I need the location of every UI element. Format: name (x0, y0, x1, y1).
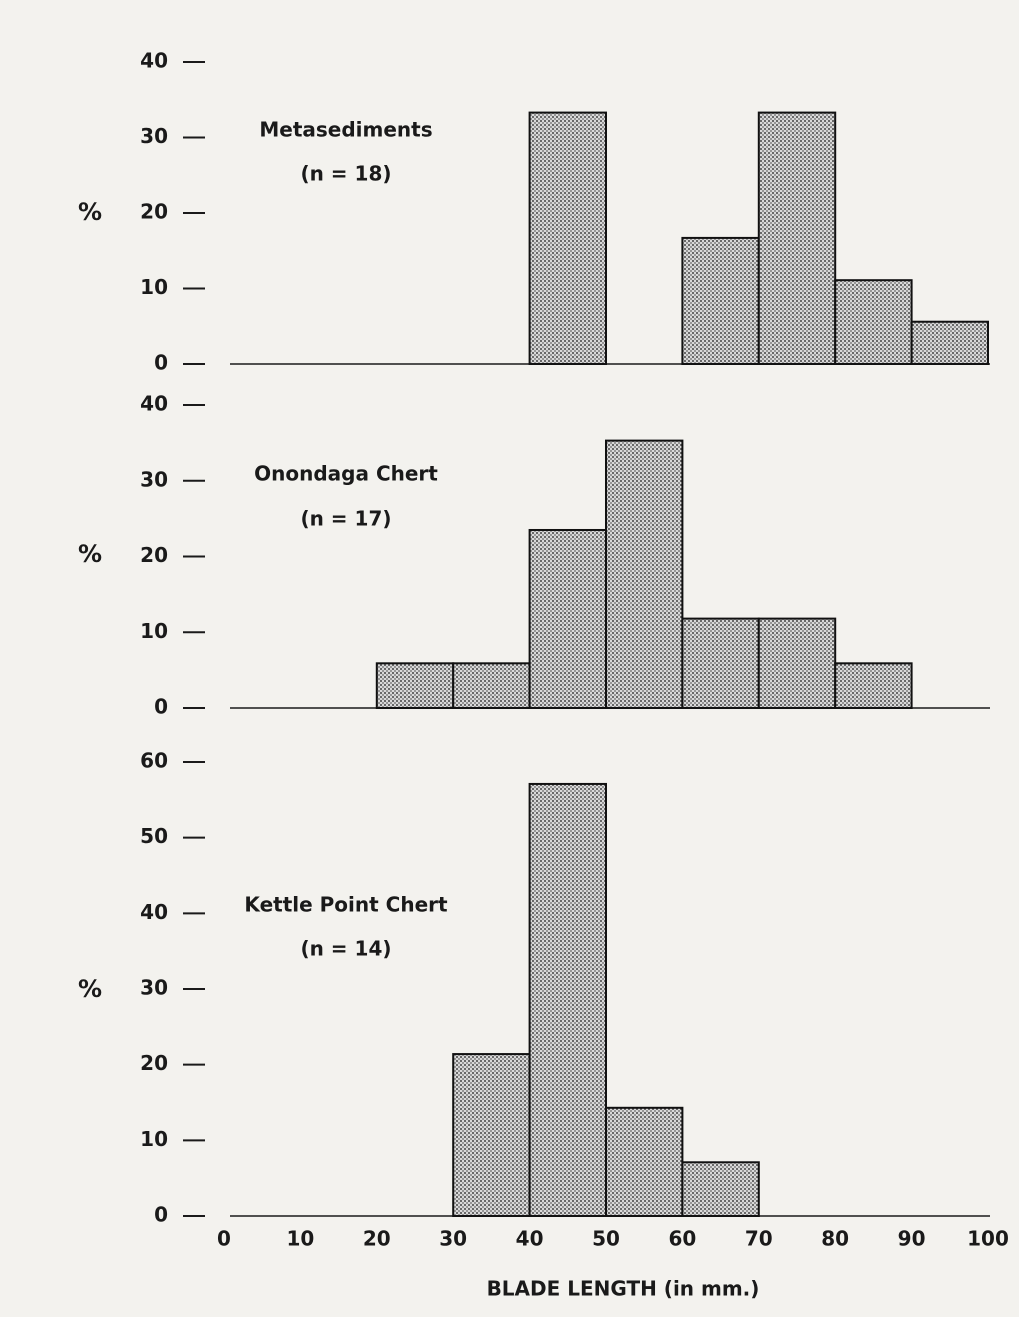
histogram-bar (681, 1161, 760, 1217)
histogram-bar (528, 528, 607, 709)
x-tick-label: 20 (363, 1227, 391, 1251)
y-tick-label: 0 (154, 1203, 168, 1227)
panel-title: Onondaga Chert (254, 462, 438, 486)
y-tick-label: 0 (154, 695, 168, 719)
histogram-bar (375, 662, 455, 709)
y-tick-label: 10 (140, 1127, 168, 1151)
y-axis-label: % (78, 198, 102, 226)
histogram-bar (681, 236, 760, 365)
histogram-bar (834, 279, 913, 366)
panel-subtitle: (n = 14) (300, 937, 391, 961)
panel-subtitle: (n = 17) (300, 507, 391, 531)
y-tick-label: 30 (140, 467, 168, 491)
histogram-bar (605, 1106, 684, 1217)
x-tick-label: 80 (821, 1227, 849, 1251)
y-tick-label: 10 (140, 619, 168, 643)
y-tick-label: 30 (140, 976, 168, 1000)
x-tick-label: 40 (516, 1227, 544, 1251)
y-tick-label: 40 (140, 49, 168, 73)
y-tick-label: 40 (140, 900, 168, 924)
histogram-bar (452, 1053, 531, 1218)
x-tick-label: 60 (668, 1227, 696, 1251)
x-tick-label: 50 (592, 1227, 620, 1251)
y-tick-label: 10 (140, 275, 168, 299)
panel-title: Kettle Point Chert (244, 893, 448, 917)
y-tick-label: 40 (140, 392, 168, 416)
histogram-bar (452, 662, 531, 709)
histogram-bar (605, 439, 684, 709)
histogram-bar (528, 111, 607, 365)
histogram-bar (528, 782, 607, 1218)
x-tick-label: 90 (898, 1227, 926, 1251)
x-tick-label: 10 (286, 1227, 314, 1251)
histogram-bar (681, 617, 760, 709)
y-tick-label: 50 (140, 824, 168, 848)
histogram-bar (757, 617, 837, 709)
x-axis-label: BLADE LENGTH (in mm.) (487, 1277, 760, 1301)
x-tick-label: 100 (967, 1227, 1009, 1251)
histogram-bar (834, 662, 913, 709)
y-tick-label: 0 (154, 351, 168, 375)
histogram-bar (757, 111, 837, 365)
y-tick-label: 20 (140, 1051, 168, 1075)
histogram-bar (910, 320, 989, 365)
y-tick-label: 60 (140, 749, 168, 773)
panel-subtitle: (n = 18) (300, 162, 391, 186)
x-tick-label: 0 (217, 1227, 231, 1251)
y-tick-label: 20 (140, 543, 168, 567)
x-tick-label: 70 (745, 1227, 773, 1251)
y-axis-label: % (78, 975, 102, 1003)
y-axis-label: % (78, 540, 102, 568)
y-tick-label: 20 (140, 200, 168, 224)
x-tick-label: 30 (439, 1227, 467, 1251)
panel-title: Metasediments (259, 118, 432, 142)
y-tick-label: 30 (140, 124, 168, 148)
